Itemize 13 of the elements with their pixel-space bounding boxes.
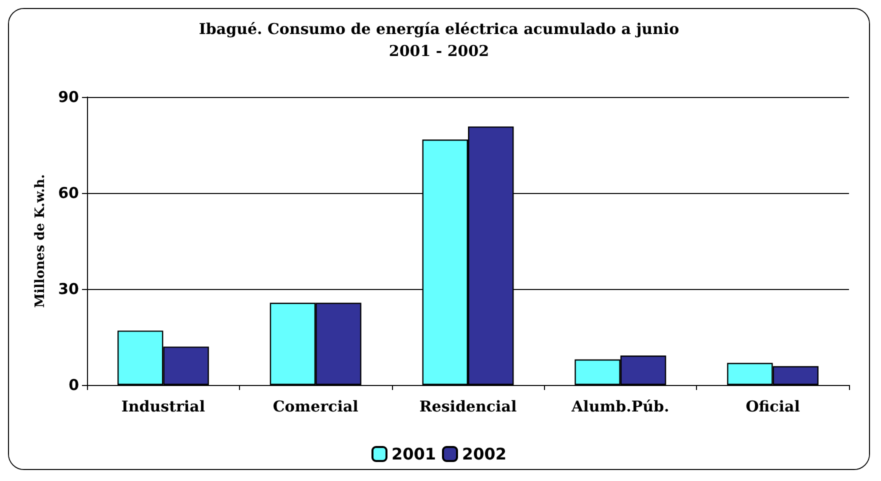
y-axis-title: Millones de K.w.h.: [33, 174, 48, 308]
x-tick-label: Residencial: [419, 398, 517, 416]
y-tick-label: 90: [58, 88, 79, 106]
x-tick-label: Alumb.Púb.: [570, 398, 670, 416]
x-tick-label: Comercial: [272, 398, 359, 416]
legend-label: 2001: [391, 444, 436, 464]
y-tick-label: 60: [58, 184, 79, 202]
legend-label: 2002: [462, 444, 507, 464]
y-tick-label: 0: [68, 376, 79, 394]
y-tick-label: 30: [58, 280, 79, 298]
x-tick-label: Oficial: [746, 398, 800, 416]
chart-title: Ibagué. Consumo de energía eléctrica acumulado a junio 2001 - 2002: [198, 20, 680, 60]
x-tick-label: Industrial: [121, 398, 206, 416]
